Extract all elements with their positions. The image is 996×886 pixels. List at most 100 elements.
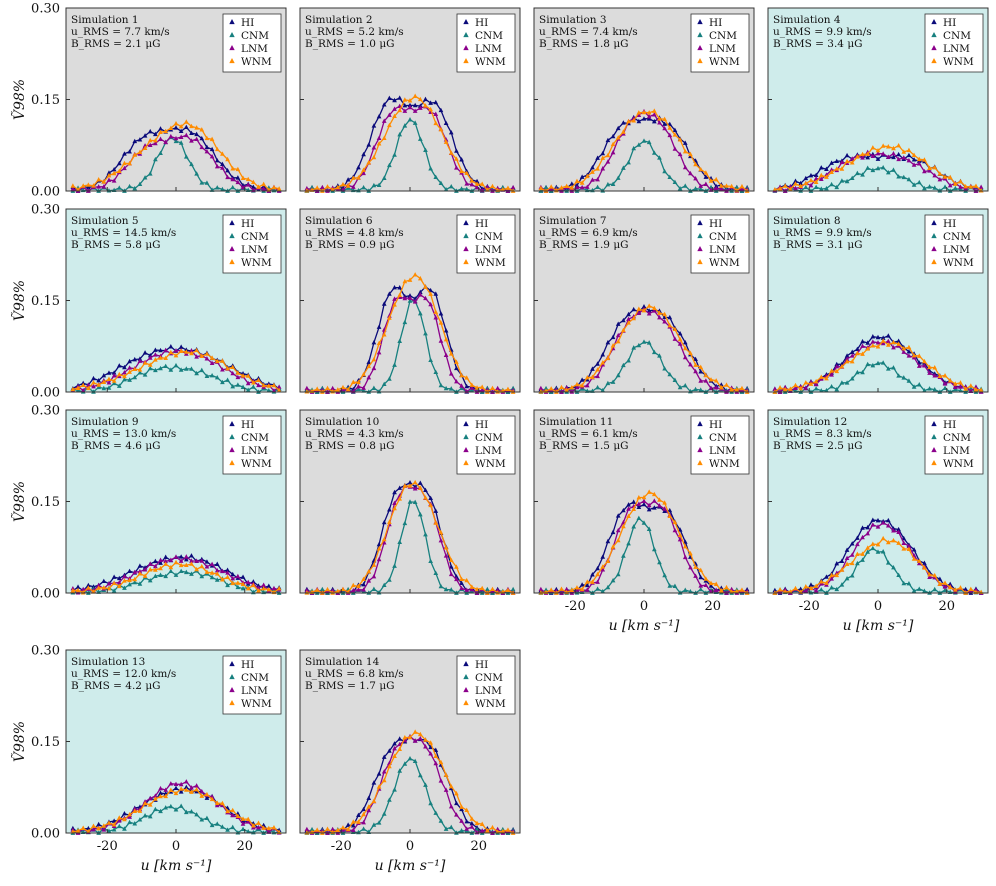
data-point bbox=[443, 586, 449, 592]
data-point bbox=[340, 384, 346, 390]
x-tick-label: 20 bbox=[470, 839, 487, 854]
data-point bbox=[922, 565, 927, 570]
data-point bbox=[595, 586, 600, 591]
data-point bbox=[896, 156, 901, 162]
data-point bbox=[101, 578, 107, 584]
legend-marker bbox=[697, 58, 703, 64]
data-point bbox=[469, 816, 475, 821]
data-point bbox=[245, 819, 251, 824]
data-point bbox=[636, 110, 642, 115]
legend-marker bbox=[463, 220, 469, 226]
legend-label: CNM bbox=[943, 30, 971, 42]
data-point bbox=[116, 383, 122, 388]
data-point bbox=[158, 565, 163, 571]
data-point bbox=[220, 577, 225, 582]
data-point bbox=[168, 781, 174, 786]
data-point bbox=[703, 582, 709, 588]
data-point bbox=[793, 185, 798, 191]
data-point bbox=[911, 162, 917, 167]
legend-marker bbox=[931, 58, 937, 64]
data-point bbox=[86, 385, 91, 391]
data-point bbox=[932, 373, 938, 378]
data-point bbox=[459, 385, 464, 391]
legend-label: CNM bbox=[475, 231, 503, 243]
data-point bbox=[693, 356, 698, 362]
data-point bbox=[158, 808, 163, 814]
y-axis-label: Ṽ98% bbox=[10, 79, 28, 120]
panel-title: Simulation 6 bbox=[305, 215, 373, 227]
data-point bbox=[474, 826, 480, 832]
data-point bbox=[916, 363, 922, 368]
data-point bbox=[844, 152, 850, 158]
data-point bbox=[407, 480, 413, 485]
panel-title: Simulation 2 bbox=[305, 14, 373, 26]
data-point bbox=[891, 145, 896, 151]
data-point bbox=[968, 588, 974, 594]
data-point bbox=[209, 146, 215, 152]
data-point bbox=[168, 367, 174, 372]
data-point bbox=[963, 386, 968, 391]
data-point bbox=[392, 753, 397, 759]
data-point bbox=[256, 377, 261, 383]
data-point bbox=[153, 563, 158, 569]
data-point bbox=[651, 108, 657, 113]
data-point bbox=[417, 511, 423, 517]
data-point bbox=[153, 573, 158, 578]
data-point bbox=[865, 151, 871, 156]
data-point bbox=[834, 361, 840, 367]
data-point bbox=[610, 181, 616, 186]
legend-marker bbox=[229, 674, 235, 680]
data-point bbox=[392, 745, 397, 751]
data-point bbox=[345, 183, 351, 188]
legend-label: WNM bbox=[943, 458, 974, 470]
data-point bbox=[548, 587, 554, 592]
y-tick-label: 0.00 bbox=[31, 827, 60, 842]
data-point bbox=[667, 583, 673, 588]
data-point bbox=[199, 353, 205, 359]
data-point bbox=[361, 151, 366, 157]
data-point bbox=[454, 165, 459, 170]
data-point bbox=[875, 517, 881, 523]
data-point bbox=[906, 546, 912, 551]
data-point bbox=[428, 100, 433, 105]
data-point bbox=[824, 387, 829, 393]
data-point bbox=[127, 149, 132, 154]
legend-marker bbox=[931, 233, 937, 239]
data-point bbox=[168, 803, 174, 809]
data-point bbox=[813, 587, 819, 593]
data-point bbox=[631, 506, 637, 511]
legend-marker bbox=[931, 32, 937, 38]
data-point bbox=[153, 140, 158, 146]
data-point bbox=[304, 385, 310, 391]
data-point bbox=[824, 185, 829, 191]
data-point bbox=[153, 357, 158, 362]
data-point bbox=[958, 388, 963, 393]
data-point bbox=[423, 782, 428, 787]
data-point bbox=[927, 364, 932, 370]
data-point bbox=[417, 735, 423, 741]
data-point bbox=[240, 384, 246, 389]
data-point bbox=[485, 828, 490, 833]
data-point bbox=[116, 160, 122, 166]
data-point bbox=[844, 178, 850, 184]
data-point bbox=[564, 387, 569, 392]
legend-marker bbox=[229, 32, 235, 38]
data-point bbox=[70, 183, 76, 188]
data-point bbox=[891, 154, 896, 160]
data-point bbox=[834, 386, 840, 392]
data-point bbox=[953, 386, 958, 392]
data-point bbox=[849, 560, 855, 566]
data-point bbox=[911, 352, 917, 358]
data-point bbox=[469, 382, 475, 387]
data-point bbox=[667, 513, 673, 519]
data-point bbox=[91, 383, 96, 389]
data-point bbox=[91, 823, 96, 828]
data-point bbox=[178, 781, 184, 787]
data-point bbox=[168, 349, 174, 355]
data-point bbox=[953, 384, 958, 390]
data-point bbox=[127, 568, 132, 574]
data-point bbox=[824, 166, 829, 171]
data-point bbox=[75, 385, 81, 390]
data-point bbox=[953, 381, 958, 386]
